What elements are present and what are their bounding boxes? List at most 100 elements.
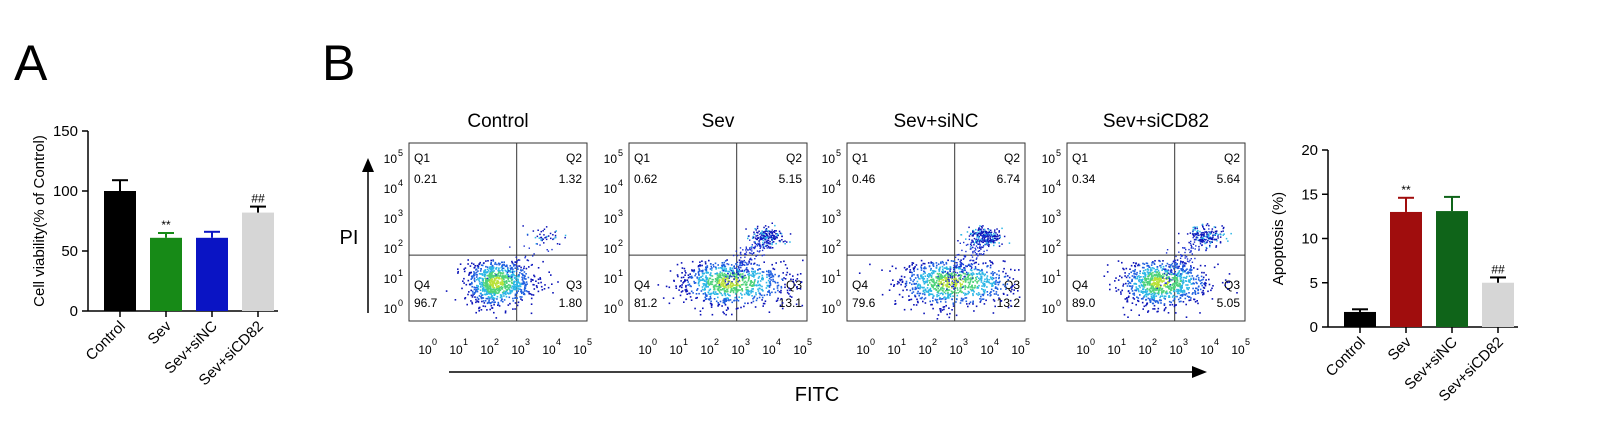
scatter-point [500, 261, 503, 264]
scatter-point [960, 297, 963, 300]
scatter-point [978, 242, 981, 244]
scatter-point [931, 273, 934, 275]
scatter-point [1193, 235, 1195, 238]
scatter-point [756, 297, 759, 300]
scatter-point [1117, 288, 1120, 291]
scatter-point [990, 234, 993, 236]
scatter-point [1178, 267, 1180, 269]
scatter-point [481, 285, 484, 288]
scatter-point [768, 275, 770, 277]
scatter-point [722, 301, 725, 304]
scatter-point [1173, 278, 1175, 281]
scatter-point [1165, 290, 1168, 293]
scatter-point [775, 242, 777, 245]
scatter-point [894, 302, 897, 305]
scatter-point [698, 274, 700, 276]
scatter-point [972, 235, 974, 237]
scatter-point [968, 291, 970, 294]
scatter-point [503, 282, 506, 284]
scatter-point [967, 286, 969, 289]
scatter-point [959, 289, 962, 291]
scatter-point [509, 285, 512, 287]
scatter-point [518, 282, 521, 284]
q3-value: 13.1 [779, 296, 803, 310]
scatter-point [892, 279, 894, 281]
scatter-point [929, 282, 931, 284]
scatter-point [949, 295, 952, 298]
scatter-point [757, 288, 759, 291]
scatter-point [758, 244, 761, 246]
scatter-point [922, 280, 925, 283]
y-tick-label-exponent: 4 [398, 178, 403, 188]
scatter-point [509, 275, 511, 278]
scatter-point [515, 261, 518, 263]
scatter-point [908, 299, 910, 301]
scatter-point [1196, 236, 1198, 239]
scatter-point [1172, 266, 1174, 268]
q3-value: 1.80 [559, 296, 583, 310]
scatter-point [1162, 265, 1165, 268]
scatter-point [993, 282, 995, 284]
scatter-point [1159, 260, 1161, 263]
scatter-point [781, 239, 783, 241]
scatter-point [1144, 277, 1147, 280]
y-tick-label-exponent: 1 [398, 268, 403, 278]
scatter-point [1190, 269, 1192, 272]
scatter-point [971, 269, 973, 272]
scatter-point [749, 283, 752, 285]
x-tick-label-exponent: 3 [745, 337, 750, 347]
plot-frame [628, 142, 808, 322]
scatter-point [754, 237, 757, 239]
scatter-point [1168, 296, 1171, 298]
scatter-point [506, 275, 509, 278]
scatter-point [507, 293, 510, 295]
scatter-point [996, 233, 999, 236]
scatter-point [783, 260, 785, 263]
scatter-point [938, 279, 940, 281]
scatter-point [1147, 269, 1150, 271]
scatter-point [742, 278, 744, 280]
scatter-point [712, 291, 715, 293]
scatter-point [1131, 275, 1134, 277]
scatter-point [1148, 282, 1151, 285]
scatter-point [488, 281, 491, 283]
scatter-point [1202, 233, 1204, 236]
scatter-point [912, 268, 915, 271]
scatter-point [471, 290, 474, 293]
scatter-point [911, 264, 913, 266]
scatter-point [1159, 285, 1162, 288]
scatter-point [747, 263, 749, 266]
scatter-point [524, 278, 526, 280]
scatter-point [1145, 277, 1148, 280]
scatter-point [781, 307, 784, 310]
scatter-point [750, 262, 752, 265]
scatter-point [768, 311, 771, 313]
scatter-point [979, 273, 982, 276]
scatter-point [717, 282, 719, 285]
scatter-point [487, 286, 490, 289]
scatter-point [947, 276, 949, 279]
scatter-point [753, 262, 756, 265]
scatter-point [725, 269, 727, 272]
scatter-point [1137, 299, 1139, 302]
scatter-point [717, 296, 719, 299]
scatter-point [768, 271, 770, 274]
scatter-point [1182, 276, 1185, 279]
x-tick-label-exponent: 1 [901, 337, 906, 347]
scatter-point [753, 247, 756, 250]
scatter-point [543, 228, 546, 230]
scatter-point [748, 277, 750, 279]
scatter-point [918, 294, 920, 297]
scatter-point [996, 238, 998, 241]
scatter-point [1160, 266, 1162, 269]
scatter-point [747, 278, 750, 280]
scatter-point [499, 282, 502, 285]
scatter-point [1138, 290, 1140, 293]
y-tick-label-exponent: 0 [398, 298, 403, 308]
scatter-point [968, 274, 970, 276]
scatter-point [752, 263, 755, 265]
q1-label: Q1 [414, 151, 430, 165]
scatter-point [528, 266, 530, 268]
scatter-point [537, 290, 540, 293]
scatter-point [1143, 273, 1145, 275]
